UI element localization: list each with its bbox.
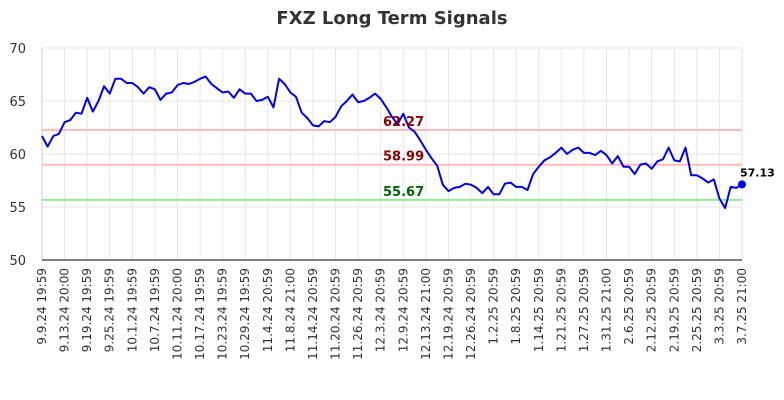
x-tick-label: 1.27.25 20:59 <box>577 268 591 352</box>
x-tick-label: 3.3.25 20:59 <box>712 268 726 345</box>
x-tick-label: 1.2.25 20:59 <box>487 268 501 345</box>
x-tick-label: 1.14.25 20:59 <box>532 268 546 352</box>
x-tick-label: 12.9.24 20:59 <box>396 268 410 352</box>
x-tick-label: 1.21.25 20:59 <box>554 268 568 352</box>
reference-lines <box>42 128 742 201</box>
x-tick-label: 2.19.25 20:59 <box>667 268 681 352</box>
axes: 50 55 60 65 70 9.9.24 19:59 9.13.24 20:00 9.19.… <box>9 42 749 360</box>
x-tick-label: 12.26.24 20:59 <box>464 268 478 360</box>
y-tick-label: 65 <box>9 95 26 110</box>
chart-title: FXZ Long Term Signals <box>276 8 508 29</box>
y-tick-label: 55 <box>9 201 26 216</box>
x-tick-label: 11.14.24 20:59 <box>306 268 320 360</box>
x-tick-label: 11.26.24 20:59 <box>351 268 365 360</box>
x-tick-label: 12.19.24 20:59 <box>441 268 455 360</box>
x-tick-label: 1.31.25 21:00 <box>600 268 614 352</box>
x-tick-label: 10.17.24 19:59 <box>193 268 207 360</box>
x-tick-label: 12.3.24 20:59 <box>374 268 388 352</box>
reference-line-label: 58.99 <box>383 150 424 165</box>
x-tick-label: 9.19.24 19:59 <box>80 268 94 352</box>
x-tick-label: 10.29.24 19:59 <box>238 268 252 360</box>
x-tick-label: 10.23.24 19:59 <box>216 268 230 360</box>
x-tick-label: 1.8.25 20:59 <box>509 268 523 345</box>
grid <box>41 47 743 261</box>
x-tick-label: 3.7.25 21:00 <box>735 268 749 345</box>
x-tick-label: 2.12.25 20:59 <box>645 268 659 352</box>
last-point-marker <box>738 180 746 189</box>
price-series-line <box>41 75 743 210</box>
x-tick-label: 11.8.24 21:00 <box>283 268 297 352</box>
reference-line-label: 55.67 <box>383 185 424 200</box>
x-tick-label: 11.4.24 20:59 <box>261 268 275 352</box>
x-tick-label: 2.25.25 20:59 <box>690 268 704 352</box>
x-tick-label: 9.9.24 19:59 <box>35 268 49 345</box>
x-tick-label: 9.13.24 20:00 <box>58 268 72 352</box>
labels: 62.27 58.99 55.67 57.13 <box>383 115 775 200</box>
y-tick-label: 50 <box>9 254 26 269</box>
y-tick-label: 60 <box>9 148 26 163</box>
x-tick-label: 11.20.24 20:59 <box>329 268 343 360</box>
x-tick-label: 2.6.25 20:59 <box>622 268 636 345</box>
x-tick-label: 10.7.24 19:59 <box>148 268 162 352</box>
x-tick-label: 12.13.24 21:00 <box>419 268 433 360</box>
x-tick-label: 10.1.24 19:59 <box>125 268 139 352</box>
x-tick-label: 10.11.24 20:00 <box>170 268 184 360</box>
reference-line-label: 62.27 <box>383 115 424 130</box>
x-tick-label: 9.25.24 19:59 <box>103 268 117 352</box>
series-layer <box>41 75 746 210</box>
y-tick-label: 70 <box>9 42 26 57</box>
last-point-label: 57.13 <box>740 166 775 179</box>
